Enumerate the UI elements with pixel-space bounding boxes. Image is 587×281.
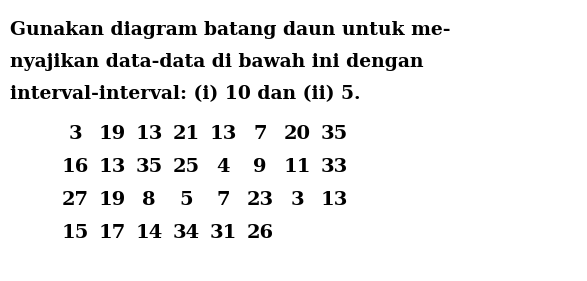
Text: 13: 13 [98,158,126,176]
Text: 25: 25 [173,158,200,176]
Text: 31: 31 [210,224,237,242]
Text: 11: 11 [284,158,311,176]
Text: 3: 3 [290,191,304,209]
Text: interval-interval: (i) 10 dan (ii) 5.: interval-interval: (i) 10 dan (ii) 5. [10,85,360,103]
Text: 27: 27 [62,191,89,209]
Text: 4: 4 [216,158,230,176]
Text: 15: 15 [61,224,89,242]
Text: Gunakan diagram batang daun untuk me-: Gunakan diagram batang daun untuk me- [10,21,450,39]
Text: 13: 13 [136,125,163,143]
Text: 3: 3 [68,125,82,143]
Text: 7: 7 [216,191,230,209]
Text: 19: 19 [99,125,126,143]
Text: 20: 20 [284,125,311,143]
Text: nyajikan data-data di bawah ini dengan: nyajikan data-data di bawah ini dengan [10,53,423,71]
Text: 19: 19 [99,191,126,209]
Text: 23: 23 [247,191,274,209]
Text: 16: 16 [61,158,89,176]
Text: 7: 7 [253,125,266,143]
Text: 14: 14 [136,224,163,242]
Text: 5: 5 [179,191,193,209]
Text: 13: 13 [210,125,237,143]
Text: 9: 9 [253,158,266,176]
Text: 26: 26 [247,224,274,242]
Text: 8: 8 [142,191,156,209]
Text: 33: 33 [321,158,348,176]
Text: 13: 13 [321,191,348,209]
Text: 21: 21 [173,125,200,143]
Text: 34: 34 [173,224,200,242]
Text: 17: 17 [99,224,126,242]
Text: 35: 35 [136,158,163,176]
Text: 35: 35 [321,125,348,143]
